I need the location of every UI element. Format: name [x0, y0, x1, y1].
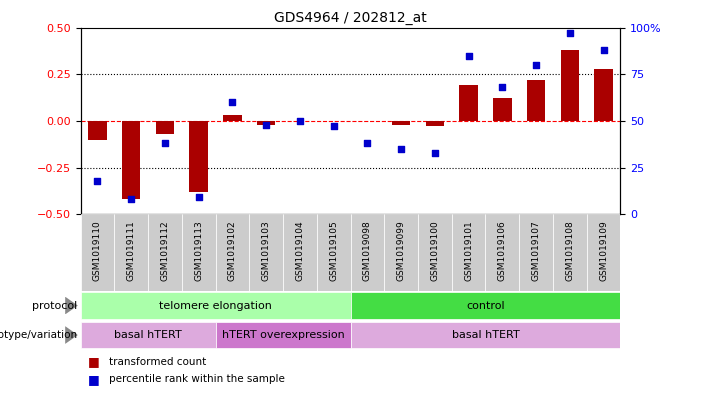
- Text: GSM1019113: GSM1019113: [194, 220, 203, 281]
- Text: GSM1019107: GSM1019107: [531, 220, 540, 281]
- Text: genotype/variation: genotype/variation: [0, 330, 77, 340]
- Text: GSM1019099: GSM1019099: [397, 220, 406, 281]
- Polygon shape: [65, 326, 78, 344]
- Point: [598, 47, 609, 53]
- Text: GSM1019109: GSM1019109: [599, 220, 608, 281]
- Bar: [594, 68, 613, 121]
- Bar: [156, 121, 175, 134]
- Bar: [561, 50, 579, 121]
- Bar: [350, 214, 384, 291]
- Point: [92, 178, 103, 184]
- Bar: [350, 322, 620, 348]
- Point: [227, 99, 238, 105]
- Bar: [493, 98, 512, 121]
- Bar: [485, 214, 519, 291]
- Bar: [257, 121, 275, 125]
- Bar: [426, 121, 444, 127]
- Text: protocol: protocol: [32, 301, 77, 310]
- Bar: [88, 121, 107, 140]
- Text: basal hTERT: basal hTERT: [114, 330, 182, 340]
- Bar: [283, 214, 317, 291]
- Bar: [122, 121, 140, 199]
- Point: [328, 123, 339, 130]
- Bar: [114, 214, 148, 291]
- Bar: [216, 214, 250, 291]
- Text: GSM1019100: GSM1019100: [430, 220, 440, 281]
- Bar: [250, 214, 283, 291]
- Bar: [418, 214, 451, 291]
- Text: ■: ■: [88, 355, 100, 368]
- Text: basal hTERT: basal hTERT: [451, 330, 519, 340]
- Title: GDS4964 / 202812_at: GDS4964 / 202812_at: [274, 11, 427, 25]
- Bar: [81, 292, 350, 319]
- Text: GSM1019108: GSM1019108: [565, 220, 574, 281]
- Text: ■: ■: [88, 373, 100, 386]
- Bar: [451, 214, 485, 291]
- Bar: [350, 292, 620, 319]
- Bar: [189, 121, 208, 192]
- Text: control: control: [466, 301, 505, 310]
- Bar: [526, 80, 545, 121]
- Point: [294, 118, 306, 124]
- Text: GSM1019111: GSM1019111: [127, 220, 136, 281]
- Bar: [81, 322, 216, 348]
- Text: hTERT overexpression: hTERT overexpression: [222, 330, 344, 340]
- Bar: [216, 322, 350, 348]
- Point: [531, 62, 542, 68]
- Bar: [317, 214, 350, 291]
- Text: GSM1019104: GSM1019104: [295, 220, 304, 281]
- Text: GSM1019098: GSM1019098: [363, 220, 372, 281]
- Text: GSM1019103: GSM1019103: [261, 220, 271, 281]
- Bar: [553, 214, 587, 291]
- Bar: [392, 121, 410, 125]
- Bar: [148, 214, 182, 291]
- Text: GSM1019101: GSM1019101: [464, 220, 473, 281]
- Point: [125, 196, 137, 202]
- Point: [497, 84, 508, 90]
- Point: [261, 121, 272, 128]
- Bar: [81, 214, 114, 291]
- Bar: [182, 214, 216, 291]
- Bar: [519, 214, 553, 291]
- Text: telomere elongation: telomere elongation: [159, 301, 272, 310]
- Text: GSM1019106: GSM1019106: [498, 220, 507, 281]
- Text: GSM1019110: GSM1019110: [93, 220, 102, 281]
- Point: [193, 194, 204, 200]
- Polygon shape: [65, 297, 78, 314]
- Text: percentile rank within the sample: percentile rank within the sample: [109, 374, 285, 384]
- Bar: [587, 214, 620, 291]
- Point: [463, 52, 474, 59]
- Bar: [223, 115, 242, 121]
- Text: GSM1019102: GSM1019102: [228, 220, 237, 281]
- Text: GSM1019112: GSM1019112: [161, 220, 170, 281]
- Point: [395, 146, 407, 152]
- Point: [429, 149, 440, 156]
- Point: [362, 140, 373, 146]
- Text: transformed count: transformed count: [109, 356, 206, 367]
- Point: [564, 30, 576, 36]
- Text: GSM1019105: GSM1019105: [329, 220, 338, 281]
- Point: [159, 140, 170, 146]
- Bar: [384, 214, 418, 291]
- Bar: [459, 85, 478, 121]
